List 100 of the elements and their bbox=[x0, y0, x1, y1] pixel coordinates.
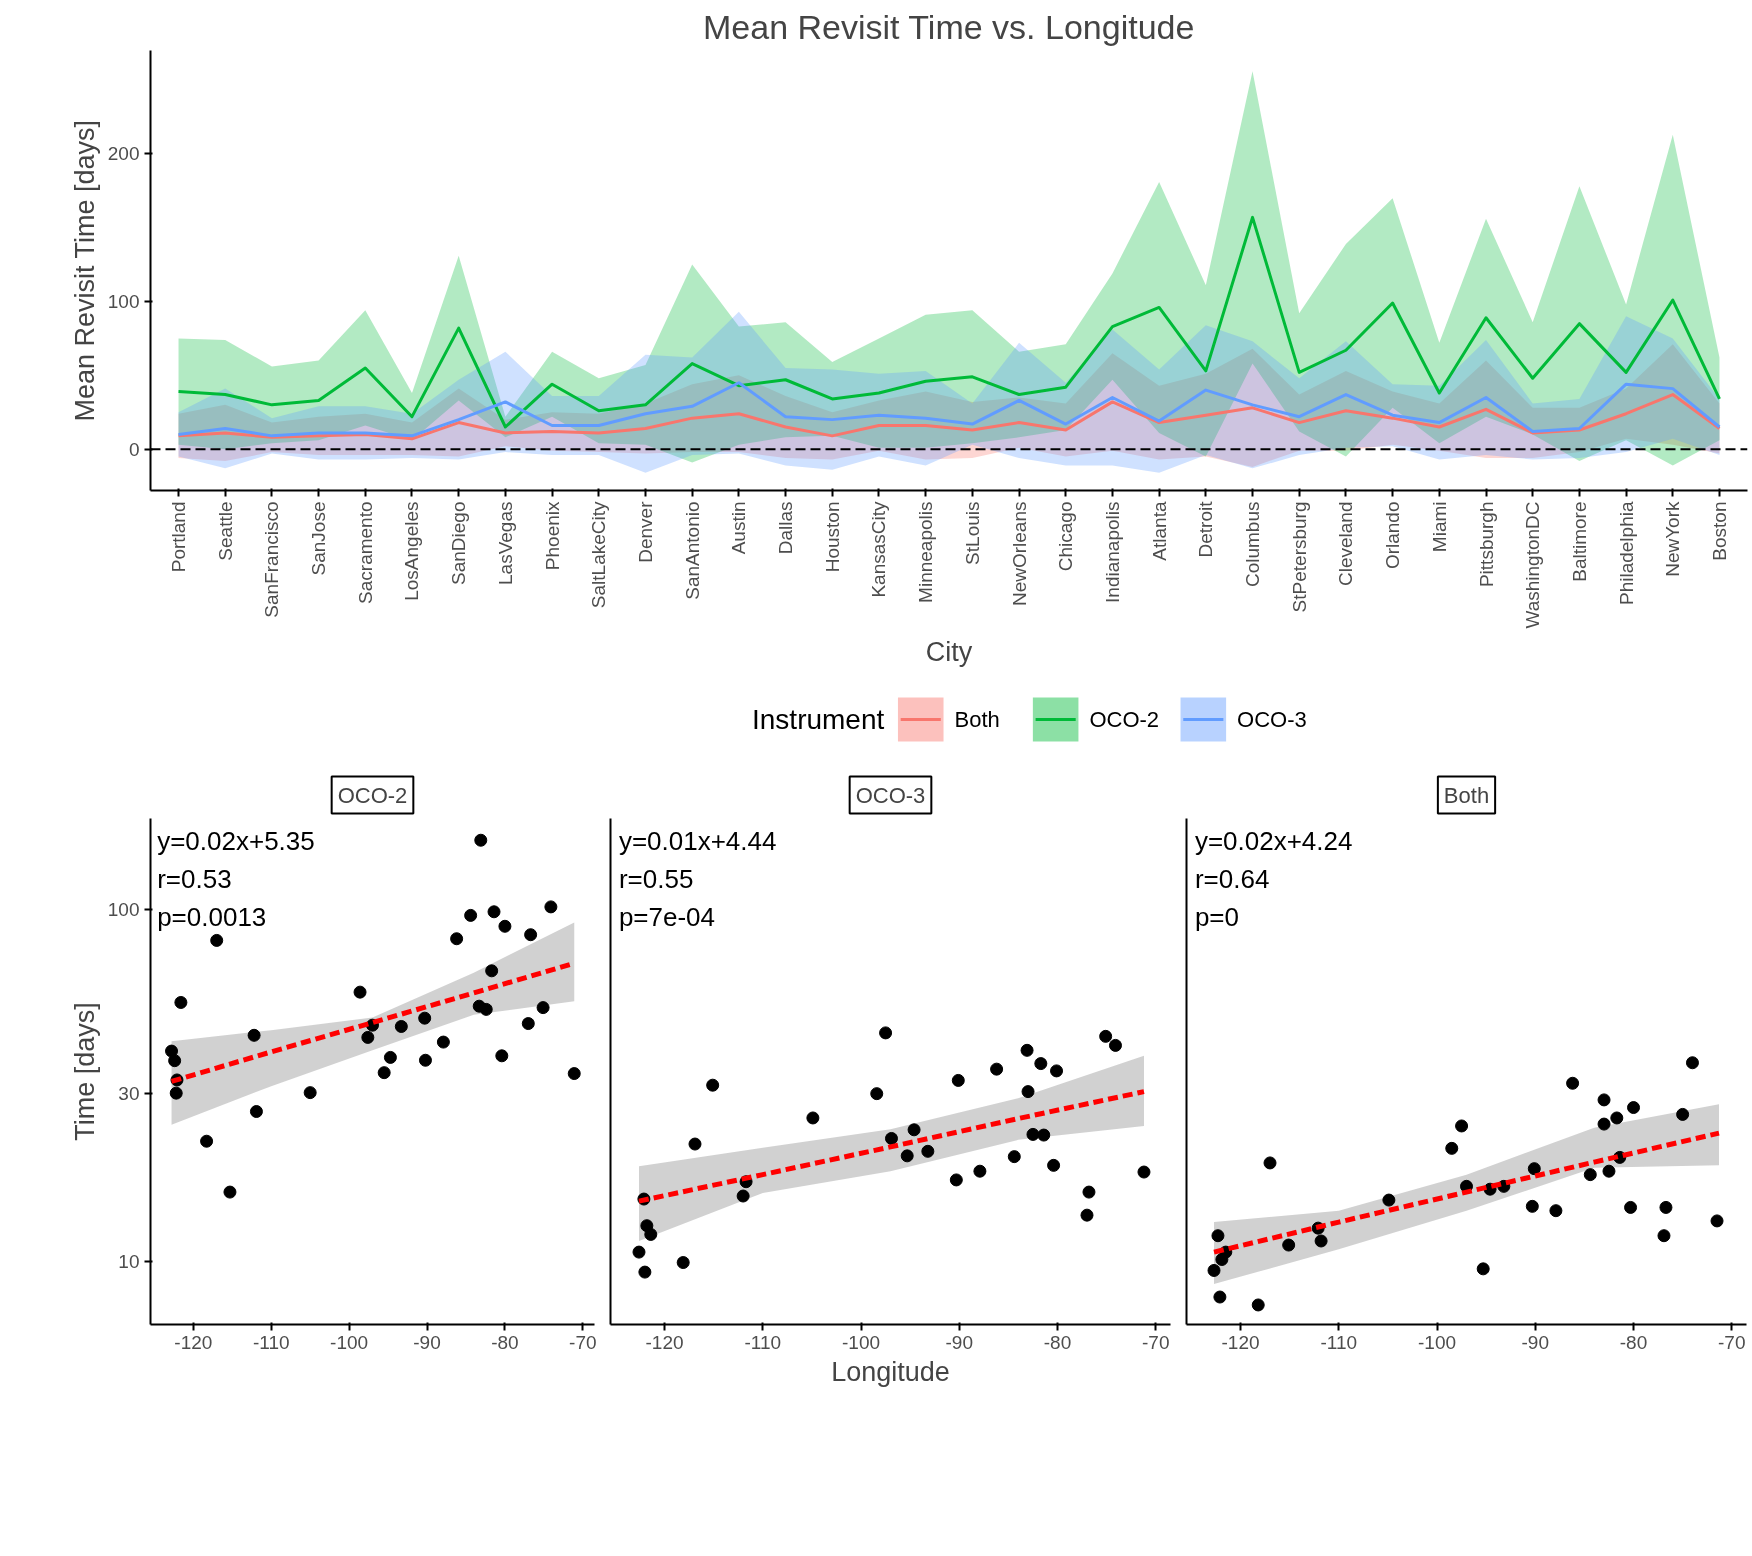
legend-title: Instrument bbox=[752, 704, 885, 735]
point bbox=[1211, 1229, 1225, 1243]
x-tick-label: Portland bbox=[168, 501, 190, 573]
point bbox=[485, 964, 499, 978]
point bbox=[1527, 1162, 1541, 1176]
point bbox=[1685, 1056, 1699, 1070]
point bbox=[524, 928, 538, 942]
x-tick-label: StPetersburg bbox=[1288, 501, 1310, 613]
x-tick-label: -120 bbox=[1221, 1331, 1260, 1353]
x-tick-label: -80 bbox=[491, 1331, 519, 1353]
point bbox=[394, 1020, 408, 1033]
x-tick-label: -110 bbox=[744, 1331, 782, 1353]
x-tick-label: Seattle bbox=[214, 501, 236, 561]
point bbox=[900, 1149, 914, 1163]
x-tick-label: Chicago bbox=[1055, 501, 1077, 572]
x-tick-label: SaltLakeCity bbox=[588, 501, 610, 609]
point bbox=[688, 1137, 702, 1151]
point bbox=[1108, 1038, 1122, 1052]
line-series bbox=[177, 393, 1721, 441]
point bbox=[1007, 1150, 1021, 1164]
x-tick-label: -90 bbox=[1521, 1331, 1550, 1353]
point bbox=[949, 1173, 963, 1187]
point bbox=[1251, 1298, 1265, 1312]
point bbox=[1314, 1234, 1328, 1248]
x-tick-label: -70 bbox=[1718, 1331, 1746, 1353]
x-tick-label: Dallas bbox=[775, 501, 797, 555]
point bbox=[1597, 1093, 1611, 1107]
annotation: y=0.01x+4.44 bbox=[618, 826, 777, 857]
annotation: p=7e-04 bbox=[618, 902, 716, 933]
point bbox=[1207, 1263, 1221, 1277]
point bbox=[464, 908, 478, 922]
x-tick-label: -100 bbox=[330, 1331, 369, 1353]
point bbox=[1382, 1193, 1396, 1207]
point bbox=[1263, 1156, 1277, 1170]
point bbox=[249, 1105, 263, 1118]
point bbox=[1080, 1208, 1094, 1222]
point bbox=[377, 1066, 391, 1080]
annotation: y=0.02x+4.24 bbox=[1194, 826, 1353, 857]
point bbox=[1549, 1204, 1563, 1218]
x-tick-label: Pittsburgh bbox=[1475, 501, 1497, 588]
point bbox=[1037, 1128, 1051, 1142]
x-tick-label: NewYork bbox=[1662, 501, 1684, 577]
y-tick-label: 30 bbox=[118, 1082, 140, 1104]
point bbox=[806, 1111, 820, 1125]
point bbox=[567, 1067, 581, 1081]
x-tick-label: -90 bbox=[413, 1331, 441, 1353]
chart-title: Both bbox=[1443, 782, 1490, 808]
point bbox=[1624, 1200, 1638, 1214]
point bbox=[1657, 1229, 1671, 1243]
x-tick-label: Sacramento bbox=[354, 501, 376, 604]
x-tick-label: NewOrleans bbox=[1008, 501, 1030, 607]
x-tick-label: -110 bbox=[1320, 1331, 1358, 1353]
point bbox=[223, 1185, 237, 1199]
point bbox=[495, 1049, 509, 1063]
x-tick-label: Denver bbox=[634, 500, 656, 563]
point bbox=[632, 1245, 646, 1259]
point bbox=[884, 1131, 898, 1145]
y-tick-label: 100 bbox=[107, 898, 140, 920]
point bbox=[418, 1011, 432, 1025]
point bbox=[638, 1265, 652, 1279]
point bbox=[544, 900, 558, 914]
x-tick-label: -120 bbox=[174, 1331, 213, 1353]
x-tick-label: Indianapolis bbox=[1101, 501, 1123, 603]
point bbox=[1034, 1057, 1048, 1071]
point bbox=[200, 1134, 214, 1148]
annotation: r=0.64 bbox=[1194, 864, 1270, 895]
x-tick-label: -80 bbox=[1043, 1331, 1072, 1353]
y-tick-label: 10 bbox=[118, 1250, 140, 1272]
x-tick-label: Miami bbox=[1428, 501, 1450, 553]
annotation: p=0 bbox=[1194, 902, 1240, 933]
x-tick-label: Orlando bbox=[1382, 501, 1404, 570]
x-tick-label: KansasCity bbox=[868, 501, 890, 598]
point bbox=[1445, 1141, 1459, 1155]
point bbox=[383, 1050, 397, 1064]
point bbox=[973, 1164, 987, 1178]
chart-title: OCO-3 bbox=[855, 782, 926, 808]
legend-label: OCO-2 bbox=[1089, 707, 1160, 732]
x-tick-label: StLouis bbox=[961, 501, 983, 565]
chart-title: Mean Revisit Time vs. Longitude bbox=[703, 7, 1195, 46]
point bbox=[353, 985, 367, 999]
point bbox=[1602, 1164, 1616, 1178]
point bbox=[706, 1078, 720, 1092]
annotation: r=0.53 bbox=[157, 864, 232, 895]
point bbox=[1047, 1158, 1061, 1172]
point bbox=[870, 1087, 884, 1101]
point bbox=[1597, 1117, 1611, 1131]
x-tick-label: -70 bbox=[569, 1331, 597, 1353]
x-tick-label: SanJose bbox=[308, 501, 330, 576]
point bbox=[879, 1026, 893, 1040]
x-tick-label: -110 bbox=[252, 1331, 290, 1353]
point bbox=[168, 1054, 182, 1068]
x-tick-label: Boston bbox=[1708, 501, 1730, 561]
x-axis-title: City bbox=[925, 636, 973, 667]
legend-label: Both bbox=[954, 707, 1000, 732]
line-series bbox=[177, 215, 1721, 429]
x-tick-label: Columbus bbox=[1242, 501, 1264, 588]
x-tick-label: Philadelphia bbox=[1615, 501, 1637, 606]
point bbox=[536, 1001, 550, 1015]
x-tick-label: -100 bbox=[842, 1331, 881, 1353]
point bbox=[1213, 1290, 1227, 1304]
